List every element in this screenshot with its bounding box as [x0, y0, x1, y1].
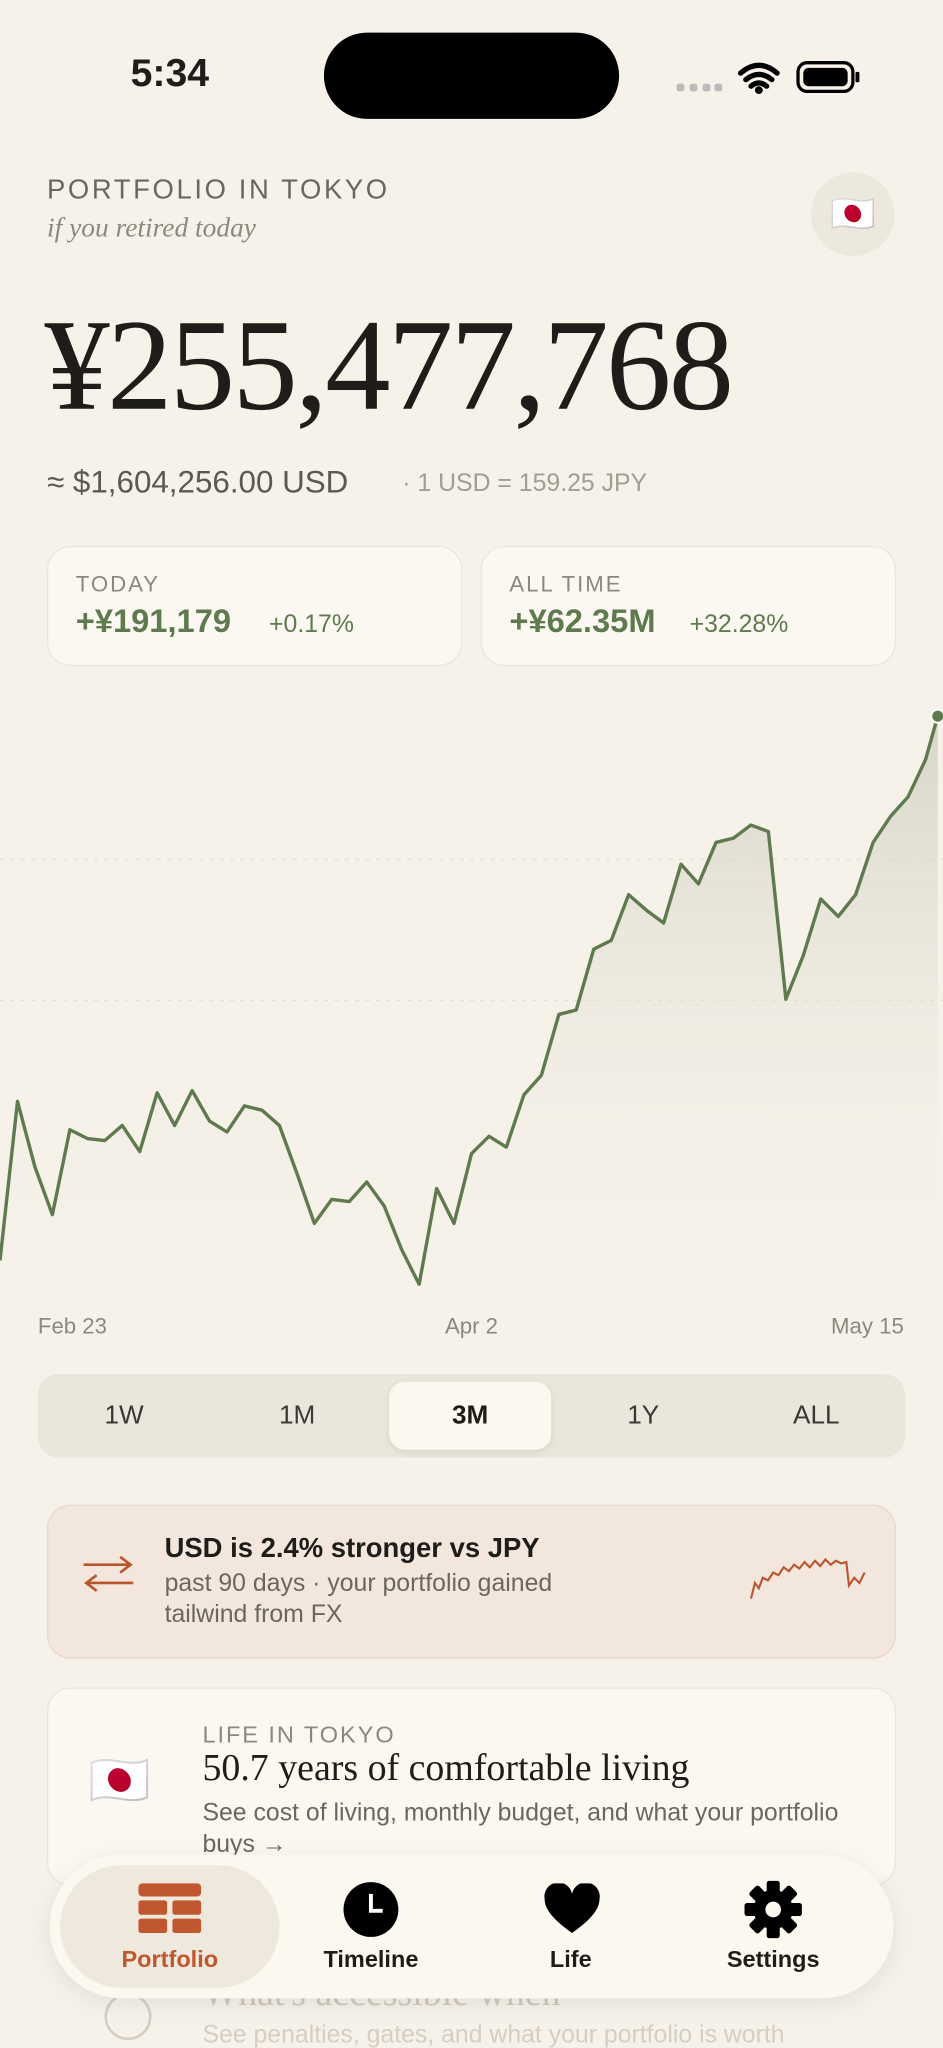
- stat-value: +¥191,179: [75, 603, 232, 640]
- tab-label[interactable]: Settings: [726, 1946, 820, 1973]
- stat-label: ALL TIME: [509, 572, 623, 597]
- tab-icon: [744, 1880, 802, 1939]
- tab-icon: [544, 1883, 600, 1934]
- range-option[interactable]: 1M: [278, 1401, 316, 1431]
- stat-pct: +0.17%: [269, 611, 354, 639]
- tab-label[interactable]: Portfolio: [121, 1946, 219, 1973]
- stat-card: [480, 545, 896, 667]
- tab-icon: [343, 1882, 399, 1937]
- tab-label[interactable]: Life: [549, 1946, 592, 1973]
- range-option[interactable]: 1Y: [627, 1401, 660, 1431]
- stat-card: [47, 545, 463, 667]
- stat-pct: +32.28%: [689, 611, 789, 639]
- next-body: See penalties, gates, and what your port…: [202, 2021, 785, 2048]
- status-icons: [676, 61, 860, 95]
- life-body: See cost of living, monthly budget, and …: [202, 1799, 839, 1859]
- x-label: May 15: [830, 1313, 904, 1339]
- status-time: 5:34: [130, 52, 210, 96]
- fx-title: USD is 2.4% stronger vs JPY: [164, 1533, 540, 1564]
- chart: [0, 708, 943, 1294]
- tab-label[interactable]: Timeline: [323, 1946, 419, 1973]
- balance: ¥255,477,768: [44, 292, 734, 438]
- fx-icon: [83, 1555, 134, 1592]
- range-option[interactable]: 1W: [104, 1401, 144, 1431]
- life-label: LIFE IN TOKYO: [202, 1721, 396, 1748]
- life-title: 50.7 years of comfortable living: [202, 1747, 690, 1790]
- life-flag: 🇯🇵: [88, 1754, 151, 1809]
- chart-endpoint: [930, 708, 943, 724]
- stat-label: TODAY: [75, 572, 160, 597]
- flag-button[interactable]: 🇯🇵: [811, 172, 895, 256]
- fx-sparkline: [749, 1557, 866, 1599]
- tab-icon: [138, 1883, 202, 1934]
- life-card[interactable]: [47, 1687, 896, 1886]
- header-title: PORTFOLIO IN TOKYO: [47, 175, 390, 206]
- x-label: Feb 23: [37, 1313, 108, 1339]
- balance-usd: ≈ $1,604,256.00 USD: [47, 464, 349, 501]
- fx-body: past 90 days · your portfolio gained tai…: [164, 1569, 553, 1629]
- stat-value: +¥62.35M: [509, 603, 656, 640]
- header-subtitle: if you retired today: [47, 211, 256, 243]
- range-option[interactable]: 3M: [389, 1381, 552, 1450]
- dynamic-island: [323, 32, 620, 119]
- fx-rate: · 1 USD = 159.25 JPY: [402, 470, 648, 498]
- chart-area: [0, 716, 938, 1294]
- chart-line: [0, 715, 940, 1286]
- x-label: Apr 2: [444, 1313, 499, 1339]
- range-option[interactable]: ALL: [793, 1401, 840, 1431]
